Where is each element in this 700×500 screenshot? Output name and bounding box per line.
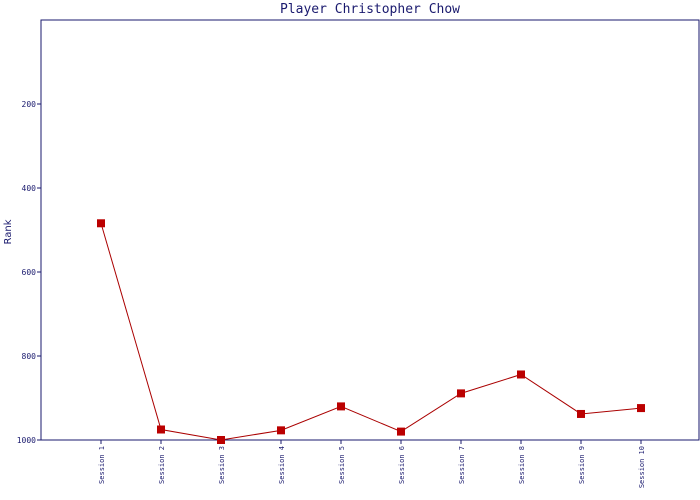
- series-line: [100, 223, 642, 441]
- x-tick-label: Session 1: [98, 446, 106, 484]
- y-tick-label: 600: [22, 268, 37, 277]
- x-tick-label: Session 4: [278, 446, 286, 484]
- y-tick-label: 400: [22, 184, 37, 193]
- data-point-marker: [397, 427, 405, 436]
- y-tick-label: 800: [22, 352, 37, 361]
- x-tick-label: Session 7: [458, 446, 466, 484]
- data-point-marker: [97, 219, 105, 228]
- x-tick-label: Session 2: [158, 446, 166, 484]
- data-point-marker: [517, 370, 525, 379]
- x-tick-label: Session 9: [578, 446, 586, 484]
- x-axis-ticks: Session 1 Session 2 Session 3 Session 4 Sess…: [98, 440, 646, 488]
- data-point-marker: [157, 425, 165, 434]
- data-point-marker: [577, 409, 585, 418]
- x-tick-label: Session 3: [218, 446, 226, 484]
- x-tick-label: Session 5: [338, 446, 346, 484]
- data-point-marker: [337, 402, 345, 411]
- chart-title: Player Christopher Chow: [280, 2, 460, 17]
- y-axis-label: Rank: [3, 219, 14, 244]
- series-markers: [97, 219, 645, 444]
- y-tick-label: 1000: [17, 436, 36, 445]
- x-tick-label: Session 6: [398, 446, 406, 484]
- y-axis-ticks: 200 400 600 800 1000: [17, 100, 41, 445]
- data-point-marker: [637, 404, 645, 413]
- data-point-marker: [457, 389, 465, 398]
- data-point-marker: [277, 426, 285, 435]
- x-tick-label: Session 10: [638, 446, 646, 488]
- y-tick-label: 200: [22, 100, 37, 109]
- data-point-marker: [217, 436, 225, 444]
- x-tick-label: Session 8: [518, 446, 526, 484]
- plot-area: [40, 19, 700, 441]
